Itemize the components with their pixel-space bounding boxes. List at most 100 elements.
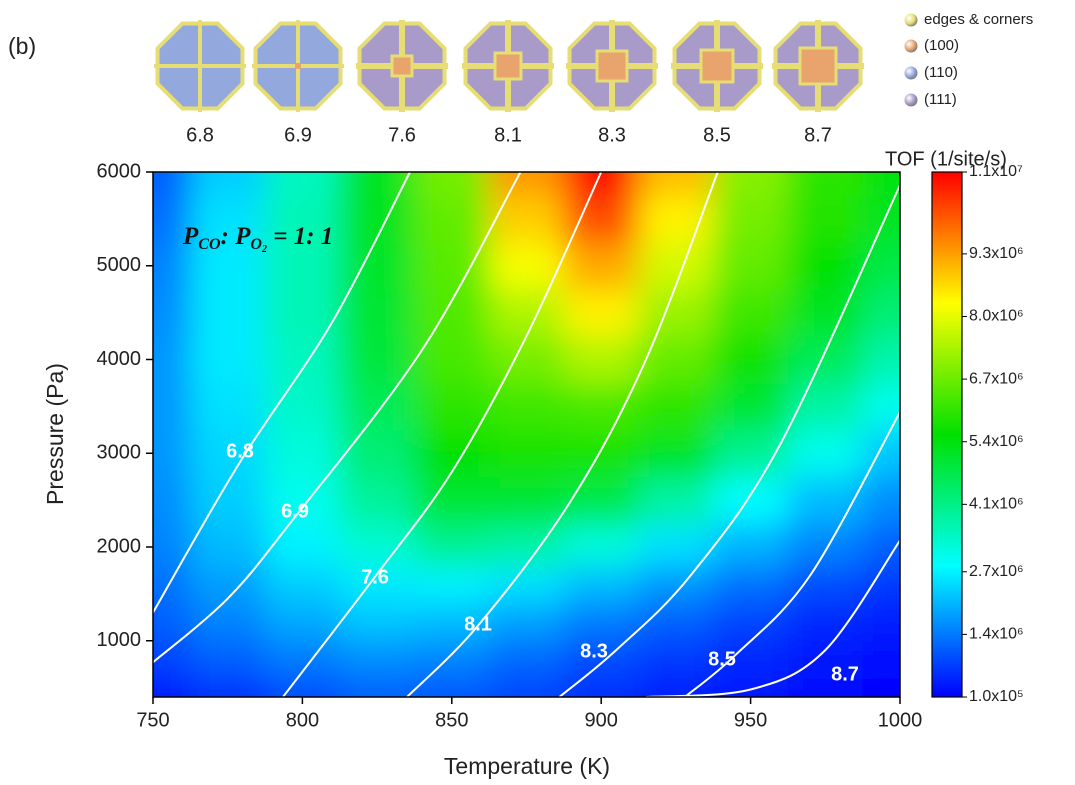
heat-cell (863, 195, 991, 242)
heat-cell (63, 678, 191, 785)
heat-cell (489, 430, 564, 477)
heat-cell (489, 242, 564, 289)
heat-cell (564, 289, 639, 336)
legend-label: (111) (924, 91, 957, 108)
particle-label: 8.7 (804, 124, 832, 146)
heat-cell (265, 603, 340, 641)
heat-cell (489, 477, 564, 524)
heat-cell (863, 641, 991, 679)
colorbar-tick-label: 9.3x10⁶ (969, 245, 1024, 262)
legend-swatch (905, 67, 918, 80)
heat-cell (564, 566, 639, 604)
heat-cell (63, 566, 191, 604)
heat-cell (489, 524, 564, 567)
heat-cell (340, 524, 415, 567)
heat-cell (190, 289, 265, 336)
heat-cell (713, 383, 788, 430)
particle-label: 8.5 (703, 124, 731, 146)
legend-label: (110) (924, 64, 958, 81)
colorbar-tick-label: 1.0x10⁵ (969, 688, 1024, 705)
heat-cell (713, 566, 788, 604)
legend-swatch (905, 94, 918, 107)
heat-cell (340, 678, 415, 785)
legend-label: edges & corners (924, 11, 1033, 28)
colorbar-tick-label: 6.7x10⁶ (969, 370, 1024, 387)
heat-cell (863, 524, 991, 567)
heat-cell (340, 641, 415, 679)
heat-cell (713, 477, 788, 524)
heat-cell (190, 383, 265, 430)
annotation-part: : (221, 223, 236, 250)
heat-cell (414, 641, 489, 679)
particle-facet (495, 53, 521, 79)
heat-cell (340, 477, 415, 524)
heat-cell (63, 383, 191, 430)
particle-facet (800, 48, 836, 84)
heat-cell (265, 336, 340, 383)
colorbar-tick-label: 8.0x10⁶ (969, 308, 1024, 325)
contour-label: 6.9 (281, 500, 309, 522)
heat-cell (340, 383, 415, 430)
heat-cell (340, 430, 415, 477)
x-tick-label: 750 (136, 709, 169, 731)
heat-cell (788, 242, 863, 289)
colorbar-tick-label: 5.4x10⁶ (969, 433, 1024, 450)
heat-cell (414, 524, 489, 567)
heat-cell (489, 195, 564, 242)
particle-label: 6.9 (284, 124, 312, 146)
heat-cell (564, 336, 639, 383)
particle-facet (701, 50, 733, 82)
heat-cell (414, 566, 489, 604)
figure: (b) PCO: PO2 = 1: 1 Temperature (K) Pres… (0, 0, 1075, 785)
heat-cell (414, 195, 489, 242)
heat-cell (265, 524, 340, 567)
heat-cell (713, 242, 788, 289)
colorbar-tick-label: 1.4x10⁶ (969, 626, 1024, 643)
annotation-part: P (234, 223, 251, 250)
particle-label: 8.1 (494, 124, 522, 146)
heat-cell (414, 242, 489, 289)
contour-label: 6.8 (226, 440, 254, 462)
heat-cell (63, 195, 191, 242)
heat-cell (639, 566, 714, 604)
contour-label: 8.7 (831, 663, 859, 685)
heat-cell (564, 603, 639, 641)
x-tick-label: 900 (585, 709, 618, 731)
heat-cell (788, 195, 863, 242)
heat-cell (788, 566, 863, 604)
particle-facet (392, 56, 412, 76)
y-tick-label: 6000 (97, 160, 142, 182)
heat-cell (788, 336, 863, 383)
x-tick-label: 950 (734, 709, 767, 731)
heat-cell (414, 289, 489, 336)
heat-cell (265, 430, 340, 477)
x-tick-label: 800 (286, 709, 319, 731)
heat-cell (265, 678, 340, 785)
heat-cell (639, 477, 714, 524)
colorbar-tick-label: 4.1x10⁶ (969, 496, 1024, 513)
heat-cell (190, 524, 265, 567)
heat-cell (639, 336, 714, 383)
y-tick-label: 5000 (97, 254, 142, 276)
heat-cell (713, 195, 788, 242)
y-axis-title: Pressure (Pa) (42, 363, 68, 505)
heat-cell (190, 641, 265, 679)
colorbar-tick-label: 2.7x10⁶ (969, 563, 1024, 580)
heat-cell (564, 477, 639, 524)
contour-label: 8.5 (708, 648, 736, 670)
heat-cell (63, 289, 191, 336)
heat-cell (788, 289, 863, 336)
heat-cell (639, 289, 714, 336)
heat-cell (863, 383, 991, 430)
heat-cell (489, 289, 564, 336)
heat-cell (489, 383, 564, 430)
annotation-part: O (250, 236, 262, 253)
y-tick-label: 2000 (97, 535, 142, 557)
heat-cell (788, 524, 863, 567)
heat-cell (564, 524, 639, 567)
heat-cell (788, 477, 863, 524)
heat-cell (340, 242, 415, 289)
particle-facet (597, 51, 627, 81)
annotation-part: P (182, 223, 199, 250)
heat-cell (564, 195, 639, 242)
